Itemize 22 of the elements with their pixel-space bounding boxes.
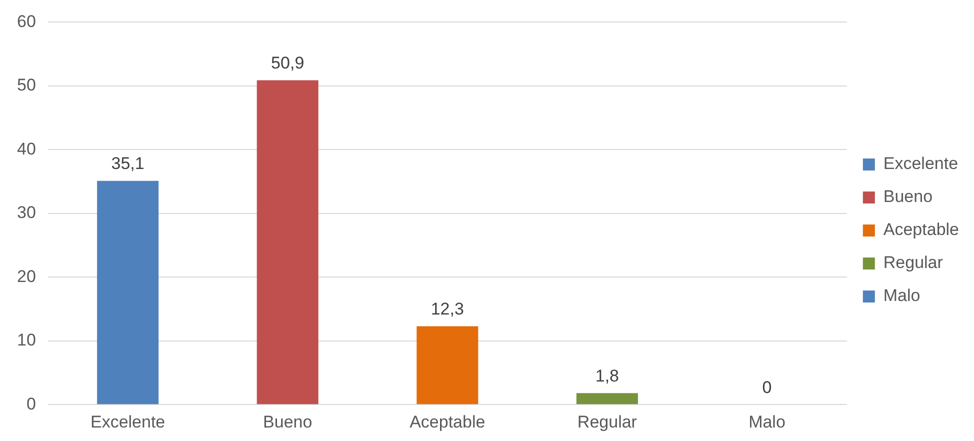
data-label: 0 <box>762 378 772 397</box>
x-tick-label: Bueno <box>263 412 312 432</box>
x-tick-label: Aceptable <box>410 412 486 432</box>
legend-label: Aceptable <box>883 220 960 240</box>
data-label: 50,9 <box>271 53 304 72</box>
y-tick-label: 40 <box>16 139 36 158</box>
y-tick-label: 50 <box>16 76 36 95</box>
y-tick-label: 30 <box>16 203 36 222</box>
x-tick-label: Excelente <box>90 412 166 432</box>
y-tick-label: 0 <box>26 394 36 414</box>
y-tick-label: 20 <box>16 266 36 286</box>
legend-label: Bueno <box>883 187 933 206</box>
x-tick-label: Malo <box>748 412 786 432</box>
data-label: 35,1 <box>111 154 144 174</box>
y-tick-label: 60 <box>16 12 36 31</box>
y-tick-label: 10 <box>16 330 36 350</box>
legend-label: Malo <box>883 286 920 306</box>
legend-label: Regular <box>883 253 944 272</box>
data-label: 1,8 <box>595 366 620 386</box>
legend-label: Excelente <box>883 154 958 174</box>
data-label: 12,3 <box>430 299 464 318</box>
x-tick-label: Regular <box>577 412 638 432</box>
